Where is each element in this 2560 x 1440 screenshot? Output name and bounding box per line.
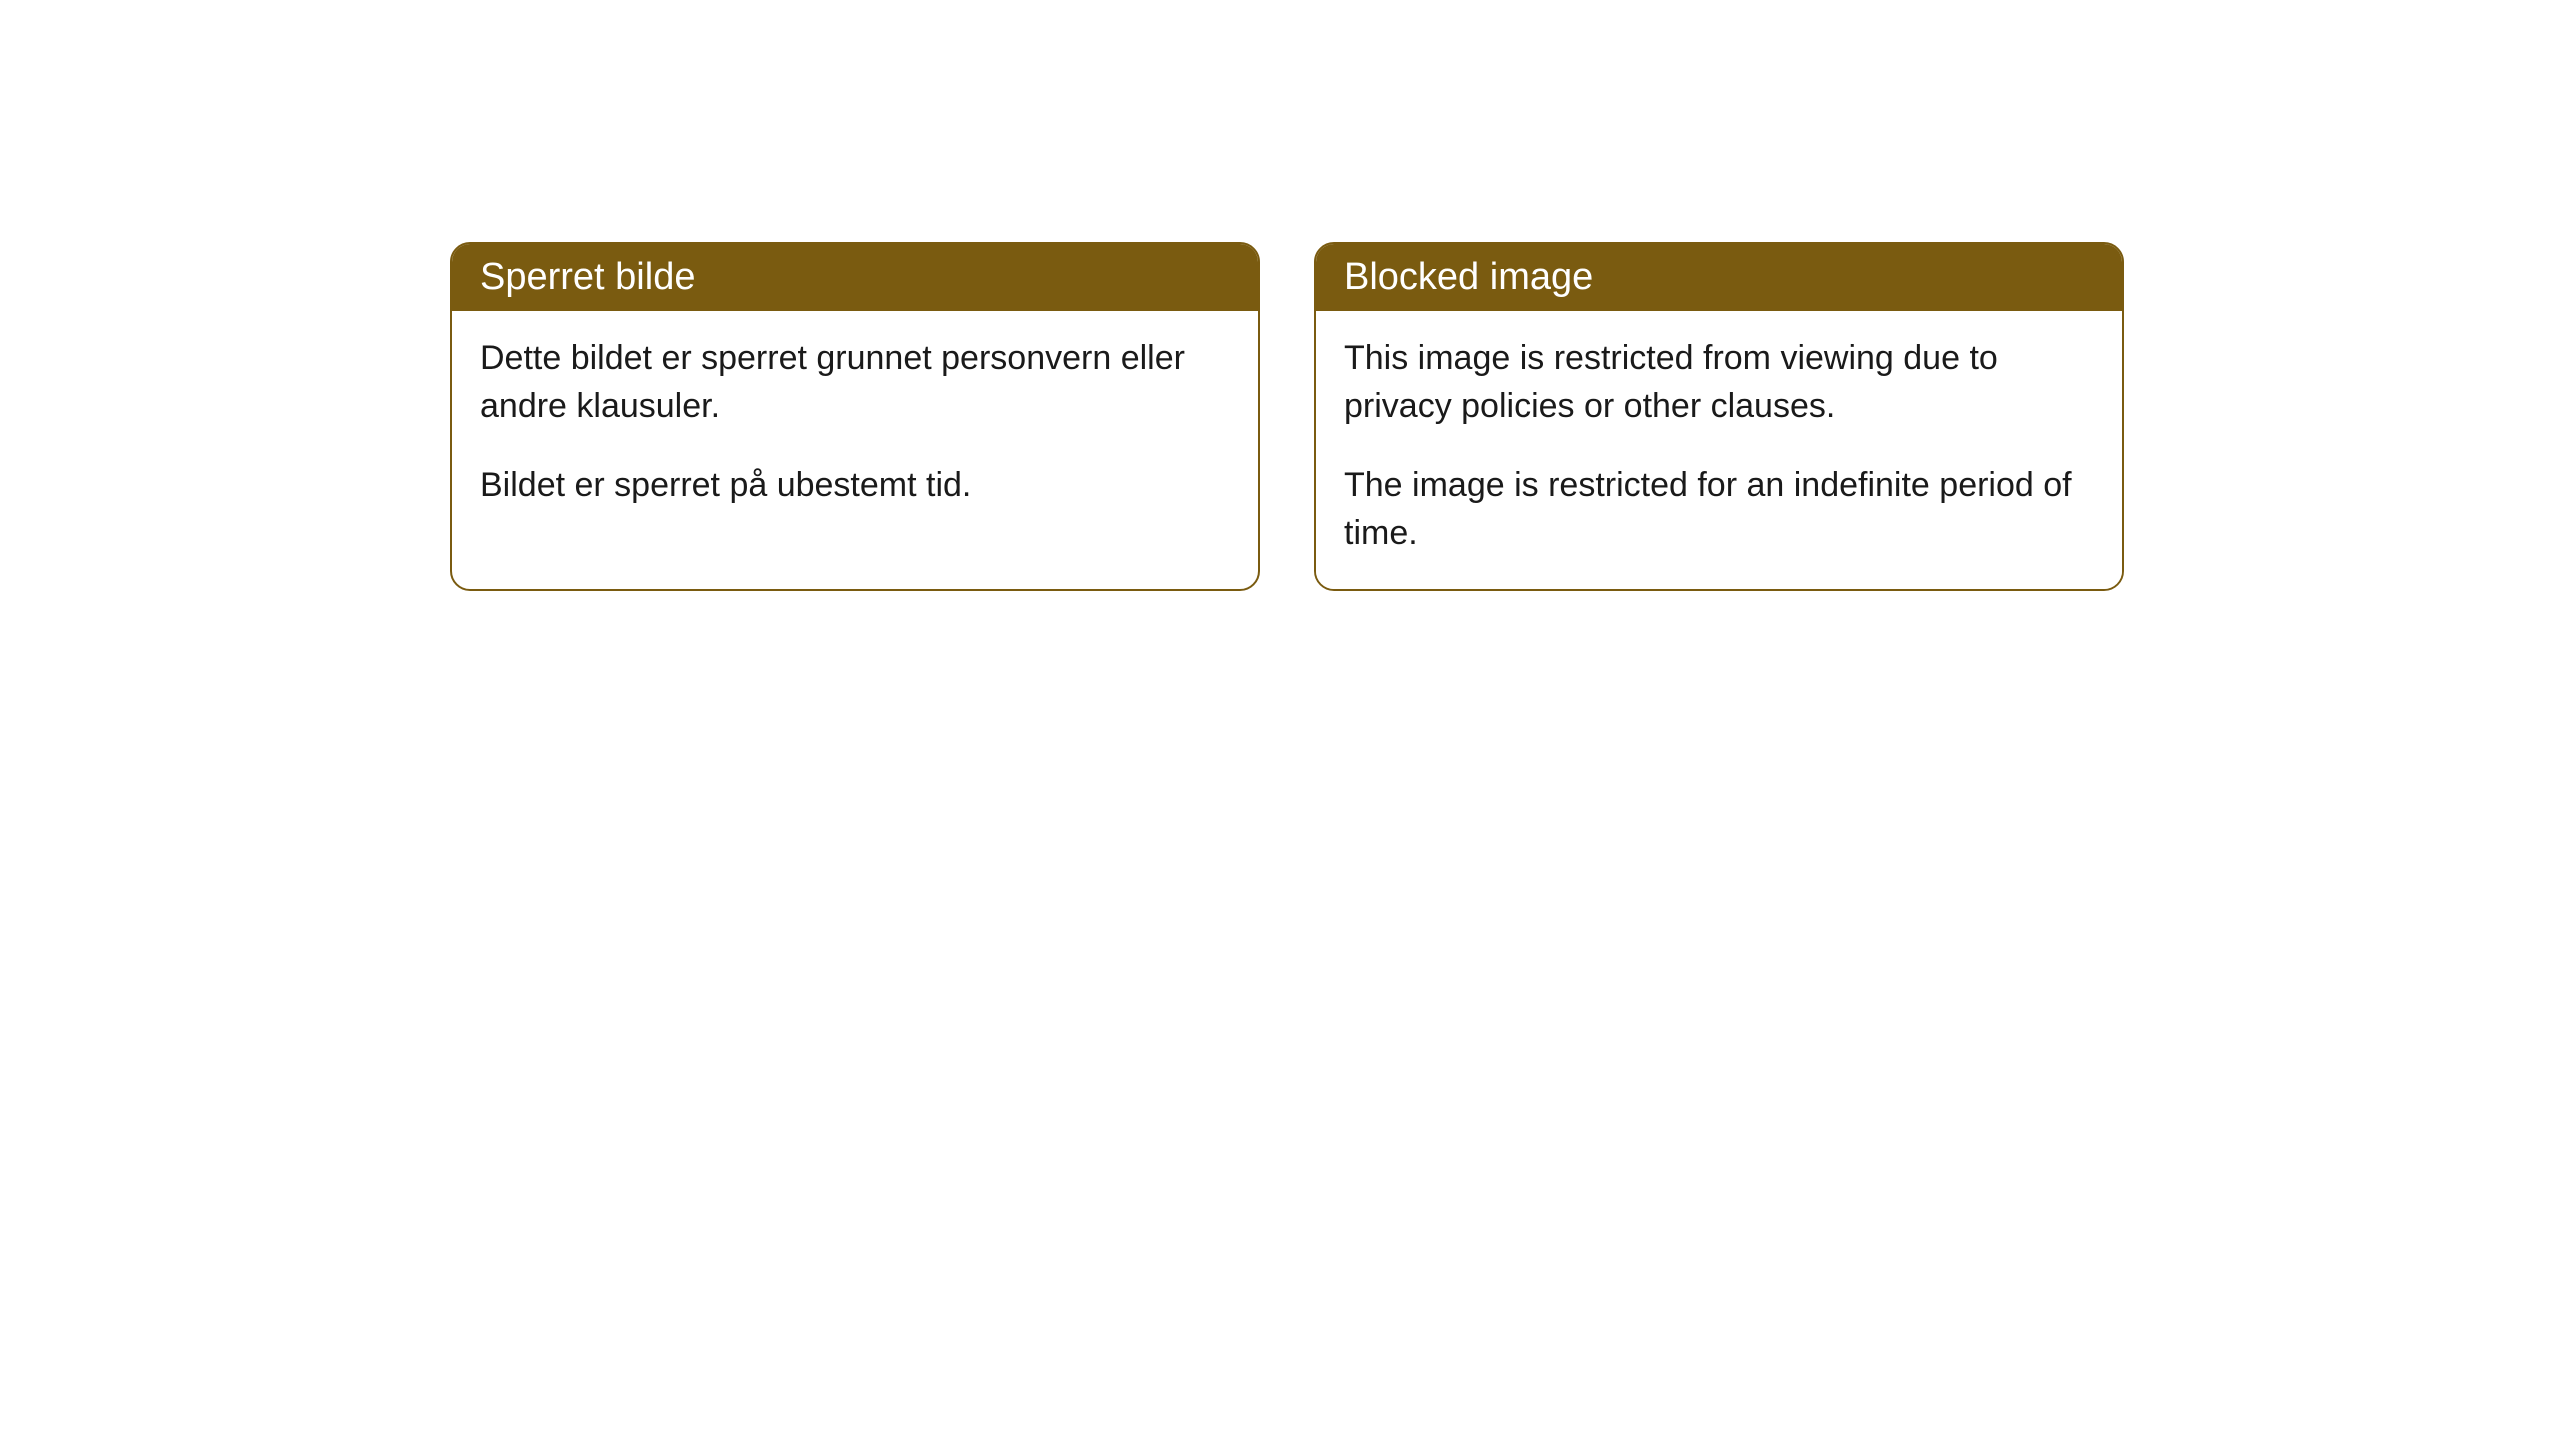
spacer [1344, 430, 2094, 462]
card-paragraph: This image is restricted from viewing du… [1344, 335, 2094, 430]
spacer [480, 430, 1230, 462]
card-body: This image is restricted from viewing du… [1316, 311, 2122, 589]
card-paragraph: The image is restricted for an indefinit… [1344, 462, 2094, 557]
card-header: Sperret bilde [452, 244, 1258, 311]
card-paragraph: Dette bildet er sperret grunnet personve… [480, 335, 1230, 430]
notice-cards-container: Sperret bilde Dette bildet er sperret gr… [450, 242, 2124, 591]
card-header: Blocked image [1316, 244, 2122, 311]
card-title: Sperret bilde [480, 256, 695, 298]
card-title: Blocked image [1344, 256, 1593, 298]
card-paragraph: Bildet er sperret på ubestemt tid. [480, 462, 1230, 510]
notice-card-norwegian: Sperret bilde Dette bildet er sperret gr… [450, 242, 1260, 591]
notice-card-english: Blocked image This image is restricted f… [1314, 242, 2124, 591]
card-body: Dette bildet er sperret grunnet personve… [452, 311, 1258, 542]
